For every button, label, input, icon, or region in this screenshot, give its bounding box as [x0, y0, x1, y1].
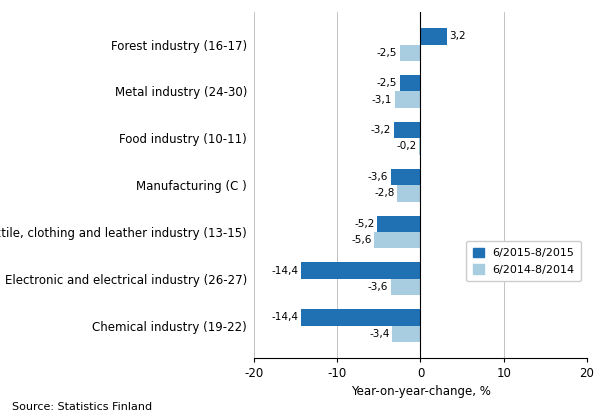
Text: -3,4: -3,4 [369, 329, 390, 339]
Bar [374, 232, 420, 248]
Text: -3,6: -3,6 [368, 172, 388, 182]
Bar [301, 262, 420, 279]
Text: -3,1: -3,1 [372, 94, 392, 104]
Text: -3,2: -3,2 [371, 125, 391, 135]
Bar [419, 138, 420, 155]
Bar [378, 215, 420, 232]
Bar [301, 309, 420, 326]
Text: -0,2: -0,2 [396, 141, 416, 151]
Bar [391, 169, 420, 185]
Text: -2,8: -2,8 [374, 188, 394, 198]
Bar [397, 185, 420, 201]
Text: -2,5: -2,5 [377, 48, 397, 58]
Text: -2,5: -2,5 [377, 78, 397, 88]
Bar [392, 326, 420, 342]
Bar [420, 28, 447, 45]
Bar [391, 279, 420, 295]
Bar [400, 75, 420, 92]
Legend: 6/2015-8/2015, 6/2014-8/2014: 6/2015-8/2015, 6/2014-8/2014 [466, 241, 581, 281]
Text: -14,4: -14,4 [271, 266, 298, 276]
Text: Source: Statistics Finland: Source: Statistics Finland [12, 402, 152, 412]
Text: -14,4: -14,4 [271, 312, 298, 322]
Text: 3,2: 3,2 [450, 31, 466, 41]
Text: -3,6: -3,6 [368, 282, 388, 292]
Bar [394, 92, 420, 108]
Bar [400, 45, 420, 61]
X-axis label: Year-on-year-change, %: Year-on-year-change, % [350, 385, 491, 399]
Bar [394, 122, 420, 138]
Text: -5,2: -5,2 [355, 219, 374, 229]
Text: -5,6: -5,6 [351, 235, 371, 245]
